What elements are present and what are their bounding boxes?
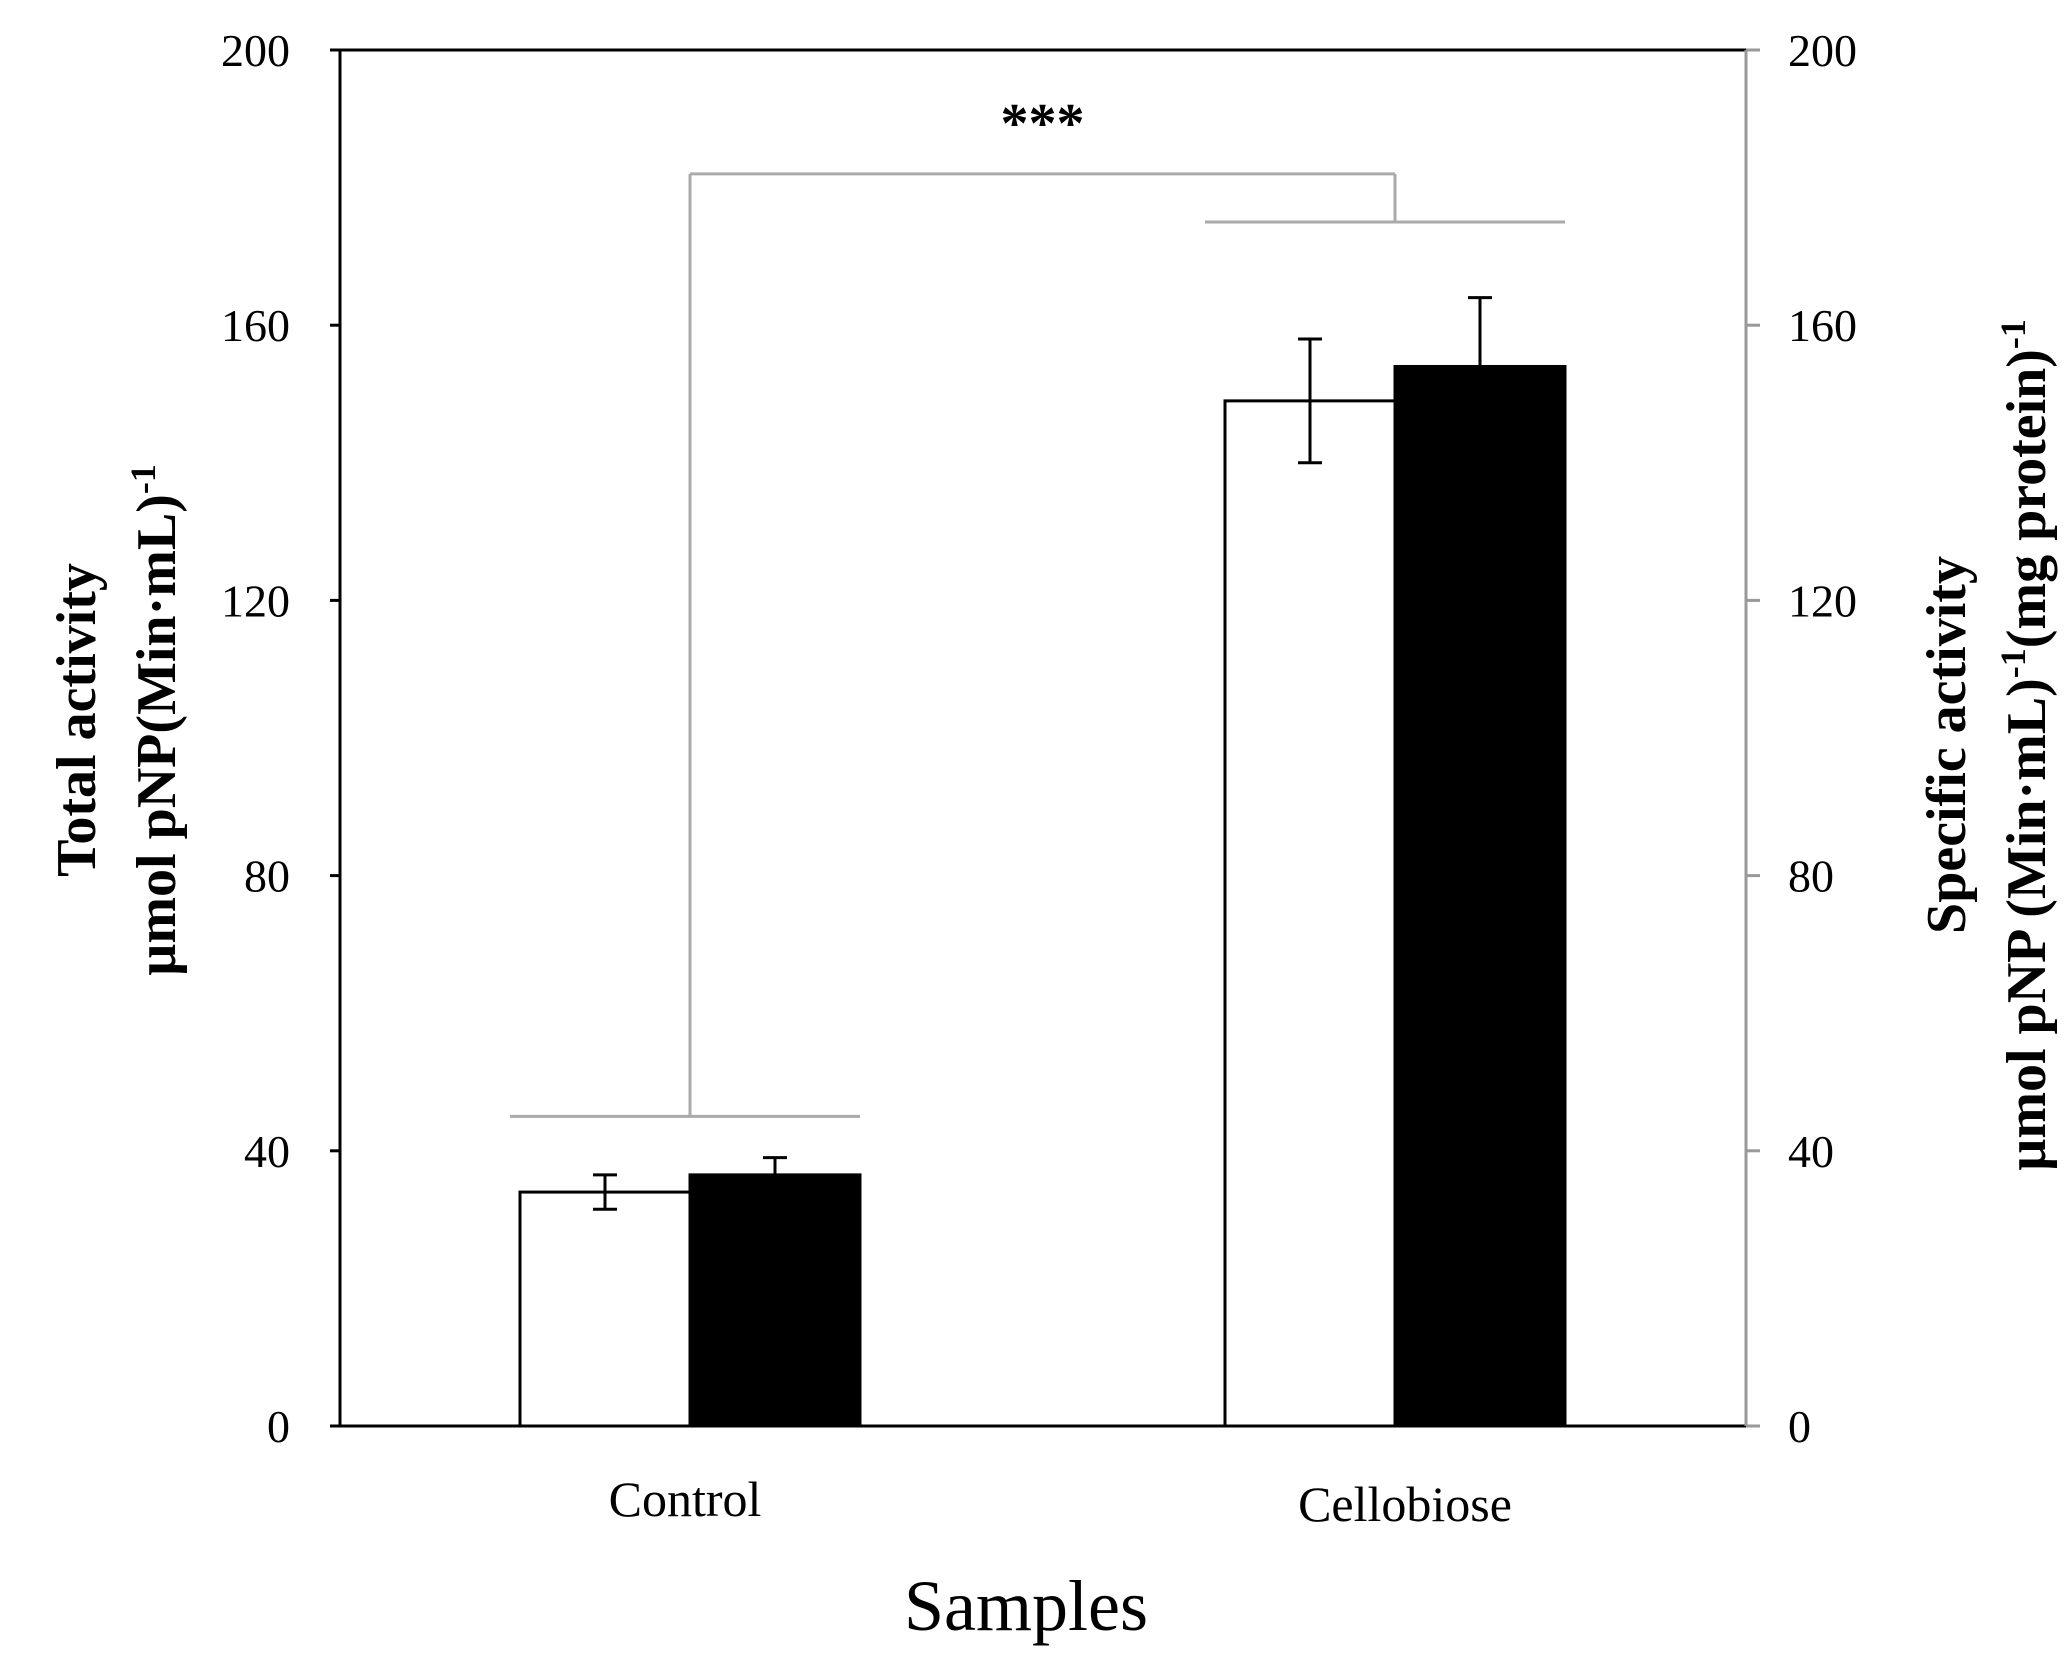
bars-group <box>518 364 1567 1428</box>
left-tick-label: 200 <box>221 25 290 76</box>
left-axis-title-line1: Total activity <box>46 563 108 877</box>
bar-specific <box>688 1173 862 1428</box>
significance-bracket-group <box>510 172 1565 1118</box>
right-tick-label: 120 <box>1788 575 1857 626</box>
left-axis-title-line2: µmol pNP(Min·mL)-1 <box>123 464 188 976</box>
left-axis-ticks: 0 40 80 120 160 200 <box>221 25 340 1452</box>
right-axis-title-line2: µmol pNP (Min·mL)-1(mg protein)-1 <box>1993 319 2058 1171</box>
category-label: Cellobiose <box>1298 1476 1512 1532</box>
left-tick-label: 0 <box>267 1401 290 1452</box>
left-tick-label: 120 <box>221 575 290 626</box>
left-tick-label: 160 <box>221 300 290 351</box>
right-axis-unit-a: µmol pNP (Min·mL) <box>1996 678 2058 1171</box>
right-tick-label: 0 <box>1788 1401 1811 1452</box>
right-tick-label: 40 <box>1788 1126 1834 1177</box>
left-axis-title: Total activity µmol pNP(Min·mL)-1 <box>46 464 188 976</box>
bar-total <box>518 1190 692 1428</box>
significance-label: *** <box>1001 93 1085 155</box>
right-axis-unit-sup1: -1 <box>1993 648 2033 678</box>
right-tick-label: 80 <box>1788 851 1834 902</box>
left-axis-unit: µmol pNP(Min·mL) <box>126 494 188 976</box>
left-tick-label: 40 <box>244 1126 290 1177</box>
right-axis-title: Specific activity µmol pNP (Min·mL)-1(mg… <box>1916 319 2058 1171</box>
bar-total <box>1223 399 1397 1428</box>
right-axis-unit-sup2: -1 <box>1993 319 2033 349</box>
right-tick-label: 160 <box>1788 300 1857 351</box>
category-labels: Control Cellobiose <box>609 1471 1512 1532</box>
right-axis-unit-b: (mg protein) <box>1996 349 2058 648</box>
left-tick-label: 80 <box>244 851 290 902</box>
bar-specific <box>1393 364 1567 1428</box>
category-label: Control <box>609 1471 762 1527</box>
right-tick-label: 200 <box>1788 25 1857 76</box>
right-axis-ticks: 0 40 80 120 160 200 <box>1746 25 1857 1452</box>
error-bars-group <box>593 296 1492 1211</box>
right-axis-title-line1: Specific activity <box>1916 556 1978 934</box>
x-axis-title: Samples <box>904 1566 1148 1646</box>
left-axis-unit-sup: -1 <box>123 464 163 494</box>
